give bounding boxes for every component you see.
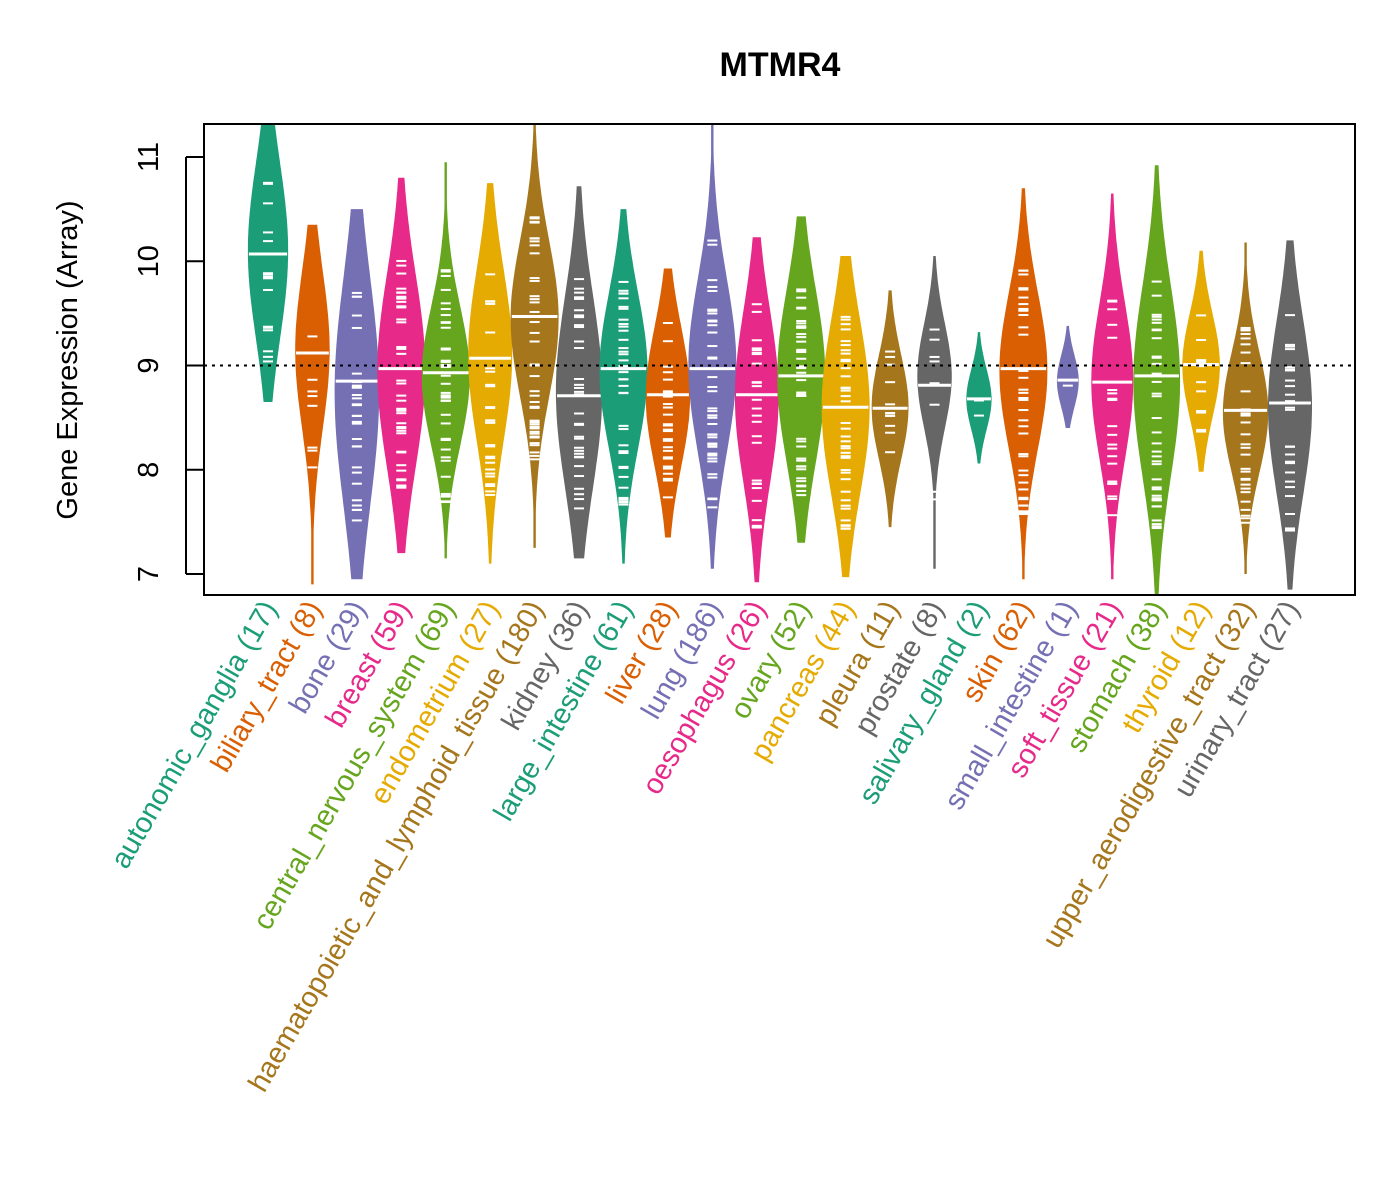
violin-urinary-tract — [1268, 240, 1312, 590]
violin-body — [555, 186, 603, 559]
violin-salivary-gland — [966, 332, 992, 464]
violin-upper-aerodigestive-tract — [1222, 242, 1269, 574]
violin-endometrium — [468, 183, 513, 564]
violin-bone — [334, 209, 380, 580]
y-tick-label: 11 — [133, 142, 165, 172]
violin-body — [510, 123, 559, 548]
violin-thyroid — [1182, 250, 1220, 472]
x-axis-labels: autonomic_ganglia (17)biliary_tract (8)b… — [105, 596, 1306, 1098]
violin-body — [999, 188, 1048, 580]
violin-biliary-tract — [295, 224, 330, 585]
violin-body — [1056, 325, 1079, 428]
violin-body — [1133, 165, 1181, 595]
violin-body — [377, 177, 426, 554]
violin-body — [1268, 240, 1312, 590]
violin-pancreas — [821, 256, 870, 578]
violin-haematopoietic-and-lymphoid-tissue — [510, 123, 559, 548]
violin-body — [917, 256, 952, 569]
violin-body — [1222, 242, 1269, 574]
violin-central-nervous-system — [421, 162, 470, 559]
plot-frame — [203, 123, 1356, 596]
violin-stomach — [1133, 165, 1181, 595]
violin-skin — [999, 188, 1048, 580]
y-tick-label: 10 — [133, 245, 165, 277]
violin-body — [821, 256, 870, 578]
violin-large-intestine — [599, 209, 648, 564]
violin-liver — [645, 268, 690, 538]
y-tick-label: 9 — [133, 357, 165, 373]
violin-ovary — [777, 216, 826, 543]
violin-oesophagus — [734, 237, 779, 583]
y-axis-label: Gene Expression (Array) — [52, 200, 84, 519]
violin-soft-tissue — [1091, 193, 1134, 580]
violin-body — [734, 237, 779, 583]
violin-body — [645, 268, 690, 538]
violin-autonomic-ganglia — [247, 123, 289, 402]
violin-prostate — [917, 256, 952, 569]
y-axis: 7 8 9 10 11 — [133, 142, 204, 582]
violin-pleura — [871, 290, 909, 528]
violin-small-intestine — [1056, 325, 1079, 428]
violin-body — [295, 224, 330, 585]
violin-body — [247, 123, 289, 402]
violin-breast — [377, 177, 426, 554]
violin-body — [1091, 193, 1134, 580]
violin-kidney — [555, 186, 603, 559]
violin-body — [468, 183, 513, 564]
y-tick-label: 7 — [133, 566, 165, 582]
violin-lung — [688, 123, 737, 569]
chart-title: MTMR4 — [720, 46, 841, 84]
violins — [247, 123, 1312, 595]
y-tick-label: 8 — [133, 462, 165, 478]
